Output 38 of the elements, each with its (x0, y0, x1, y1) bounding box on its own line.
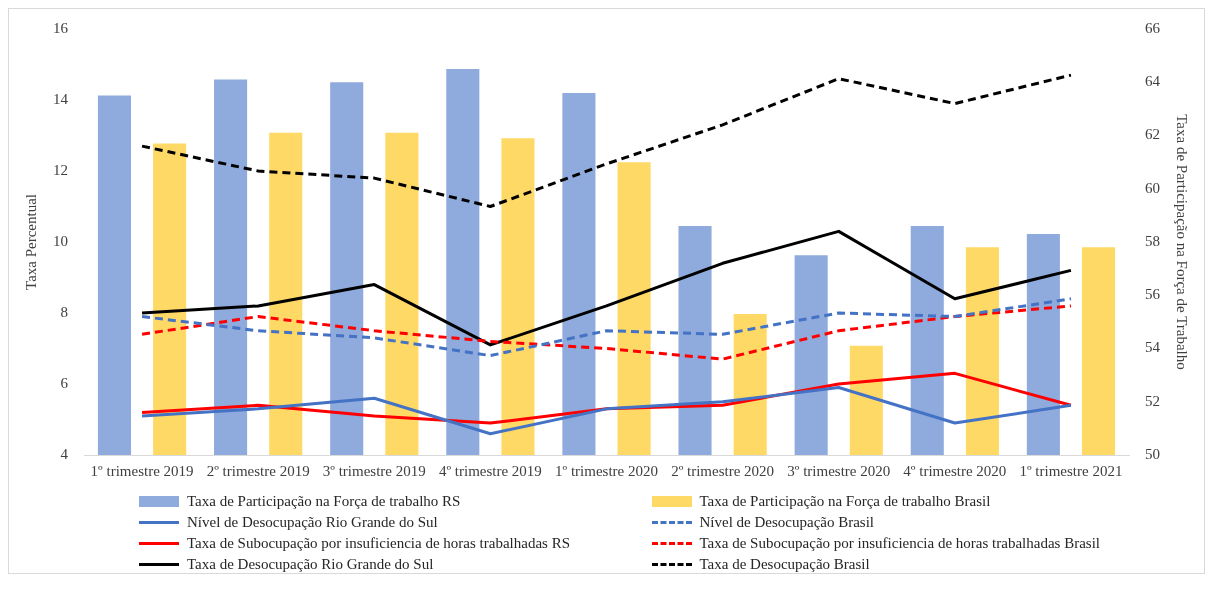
x-tick-label: 4º trimestre 2019 (438, 462, 542, 479)
y2-tick-label: 54 (1145, 339, 1161, 356)
x-tick-label: 3º trimestre 2020 (787, 462, 891, 479)
y2-tick-label: 66 (1145, 19, 1161, 36)
legend-label: Taxa de Desocupação Rio Grande do Sul (187, 556, 434, 573)
legend-label: Taxa de Desocupação Brasil (699, 556, 870, 573)
legend-label: Taxa de Subocupação por insuficiencia de horas trabalhadas Brasil (699, 535, 1100, 552)
y2-axis-title: Taxa de Participação na Força de Trabalho (1174, 114, 1191, 370)
legend-label: Nível de Desocupação Rio Grande do Sul (187, 514, 438, 531)
legend-label: Taxa de Subocupação por insuficiencia de horas trabalhadas RS (187, 535, 570, 552)
y-tick-label: 4 (60, 445, 69, 462)
x-tick-label: 2º trimestre 2019 (206, 462, 310, 479)
y-tick-label: 14 (53, 90, 69, 107)
x-tick-label: 1º trimestre 2019 (90, 462, 194, 479)
legend-label: Nível de Desocupação Brasil (699, 514, 875, 531)
y2-tick-label: 62 (1145, 126, 1160, 143)
y-tick-label: 16 (53, 19, 69, 36)
x-tick-label: 4º trimestre 2020 (903, 462, 1007, 479)
y2-tick-label: 56 (1145, 286, 1161, 303)
legend-label: Taxa de Participação na Força de trabalho Brasil (699, 493, 991, 510)
y-tick-label: 6 (60, 374, 69, 391)
y2-tick-label: 52 (1145, 392, 1160, 409)
line-series (140, 304, 1073, 361)
x-tick-label: 2º trimestre 2020 (671, 462, 775, 479)
x-tick-label: 1º trimestre 2020 (555, 462, 658, 479)
y2-tick-label: 60 (1145, 179, 1160, 196)
y2-tick-label: 58 (1145, 232, 1160, 249)
y-tick-label: 12 (53, 161, 68, 178)
x-tick-label: 1º trimestre 2021 (1019, 462, 1123, 479)
y2-tick-label: 50 (1145, 445, 1160, 462)
legend-label: Taxa de Participação na Força de trabalho RS (187, 493, 461, 510)
line-series (140, 73, 1073, 208)
line-series (140, 297, 1073, 358)
y2-tick-label: 64 (1145, 73, 1161, 90)
y-tick-label: 8 (60, 303, 68, 320)
x-tick-label: 3º trimestre 2019 (322, 462, 426, 479)
y-axis-title: Taxa Percentual (22, 194, 39, 290)
y-tick-label: 10 (53, 232, 68, 249)
